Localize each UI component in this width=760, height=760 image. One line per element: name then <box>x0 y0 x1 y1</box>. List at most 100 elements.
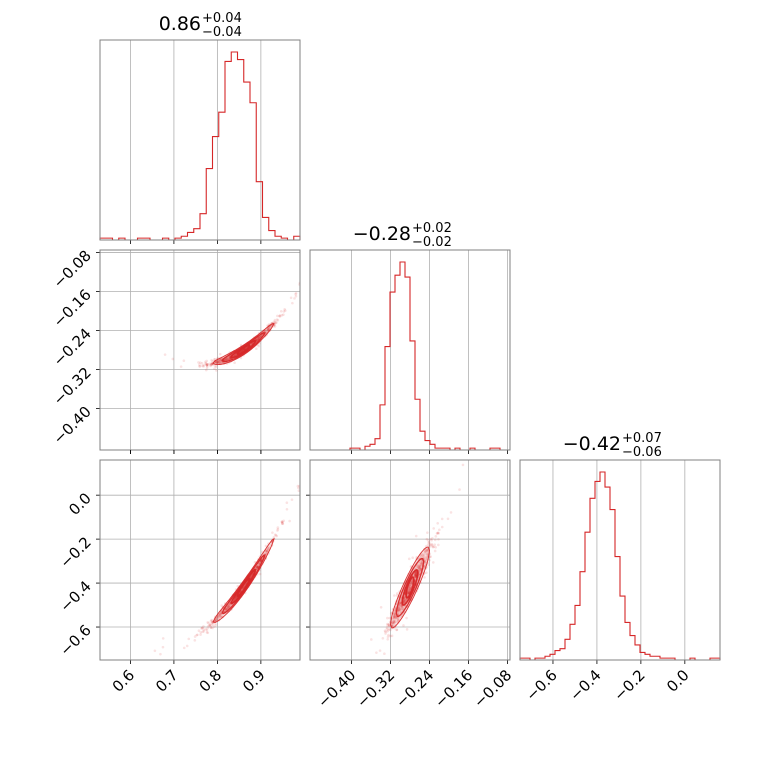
sample-point <box>379 605 383 609</box>
sample-point <box>302 477 305 480</box>
sample-point <box>413 574 417 577</box>
sample-point <box>204 360 207 364</box>
sample-point <box>280 520 284 524</box>
sample-point <box>440 525 444 529</box>
sample-point <box>414 534 418 538</box>
sample-point <box>195 633 199 637</box>
sample-point <box>392 621 396 625</box>
sample-point <box>398 604 401 608</box>
sample-point <box>209 619 213 623</box>
sample-point <box>297 489 300 493</box>
sample-point <box>214 619 217 622</box>
sample-point <box>419 568 422 572</box>
sample-point <box>227 604 230 607</box>
sample-point <box>282 313 285 316</box>
x-tick-label: 0.7 <box>152 666 182 696</box>
sample-point <box>418 565 421 569</box>
sample-point <box>392 621 396 624</box>
sample-point <box>417 565 421 569</box>
sample-point <box>281 521 284 525</box>
sample-point <box>209 626 213 630</box>
panel-frame <box>309 249 511 451</box>
y-tick-labels-1: −0.40−0.32−0.24−0.16−0.08 <box>50 247 95 448</box>
sample-point <box>413 572 416 576</box>
sample-point <box>228 356 232 360</box>
sample-point <box>418 564 422 568</box>
sample-point <box>296 484 300 488</box>
sample-point <box>171 357 175 361</box>
sample-point <box>293 297 296 300</box>
sample-point <box>281 520 284 524</box>
title-minus-1: −0.02 <box>412 235 452 250</box>
x-tick-label: 0.6 <box>109 666 139 696</box>
sample-point <box>198 365 201 368</box>
sample-point <box>387 627 391 631</box>
sample-point <box>389 634 392 638</box>
sample-point <box>217 359 221 363</box>
sample-point <box>274 533 278 537</box>
scatter-points <box>153 473 305 656</box>
sample-point <box>399 607 402 611</box>
sample-point <box>385 626 389 629</box>
x-tick-labels-0: 0.6 0.7 0.8 0.9 <box>109 666 269 696</box>
sample-point <box>402 624 405 627</box>
sample-point <box>271 531 274 534</box>
y-tick-label: −0.24 <box>50 325 95 370</box>
sample-point <box>215 361 218 364</box>
sample-point <box>416 565 420 568</box>
sample-point <box>214 617 218 621</box>
sample-point <box>204 627 208 631</box>
sample-point <box>216 359 220 363</box>
sample-point <box>404 599 407 603</box>
contour-level-0 <box>212 537 275 623</box>
sample-point <box>446 517 450 521</box>
sample-point <box>200 362 204 365</box>
sample-point <box>375 661 378 664</box>
sample-point <box>424 549 427 553</box>
sample-point <box>400 605 404 608</box>
sample-point <box>220 604 223 607</box>
sample-point <box>215 360 218 364</box>
sample-point <box>215 369 218 372</box>
sample-point <box>205 628 209 632</box>
sample-point <box>427 541 431 544</box>
sample-point <box>437 538 440 541</box>
sample-point <box>383 652 386 656</box>
sample-point <box>421 554 425 557</box>
sample-point <box>425 557 429 560</box>
sample-point <box>399 610 402 614</box>
sample-point <box>398 603 401 607</box>
sample-point <box>255 566 259 570</box>
sample-point <box>216 360 219 364</box>
sample-point <box>437 543 440 547</box>
sample-point <box>386 630 389 633</box>
sample-point <box>428 545 432 548</box>
x-tick-label: −0.16 <box>431 666 476 711</box>
sample-point <box>393 614 397 617</box>
sample-point <box>273 325 277 328</box>
sample-point <box>215 618 218 622</box>
sample-point <box>420 562 423 566</box>
sample-point <box>223 358 227 362</box>
contour-level-3 <box>236 577 251 598</box>
sample-point <box>224 357 228 361</box>
sample-point <box>383 629 387 633</box>
sample-point <box>399 601 402 605</box>
sample-point <box>424 550 427 553</box>
sample-point <box>419 561 423 565</box>
sample-point <box>397 609 401 612</box>
sample-point <box>209 626 212 629</box>
sample-point <box>227 605 231 608</box>
sample-point <box>387 623 390 626</box>
sample-point <box>425 555 428 559</box>
title-median-2: −0.42 <box>563 433 621 455</box>
x-tick-label: −0.24 <box>392 666 437 711</box>
sample-point <box>218 613 222 616</box>
sample-point <box>423 565 426 569</box>
x-tick-label: −0.32 <box>353 666 398 711</box>
y-tick-label: −0.40 <box>50 403 95 448</box>
sample-point <box>274 321 278 325</box>
sample-point <box>361 717 364 720</box>
sample-point <box>276 314 279 318</box>
sample-point <box>199 633 202 636</box>
